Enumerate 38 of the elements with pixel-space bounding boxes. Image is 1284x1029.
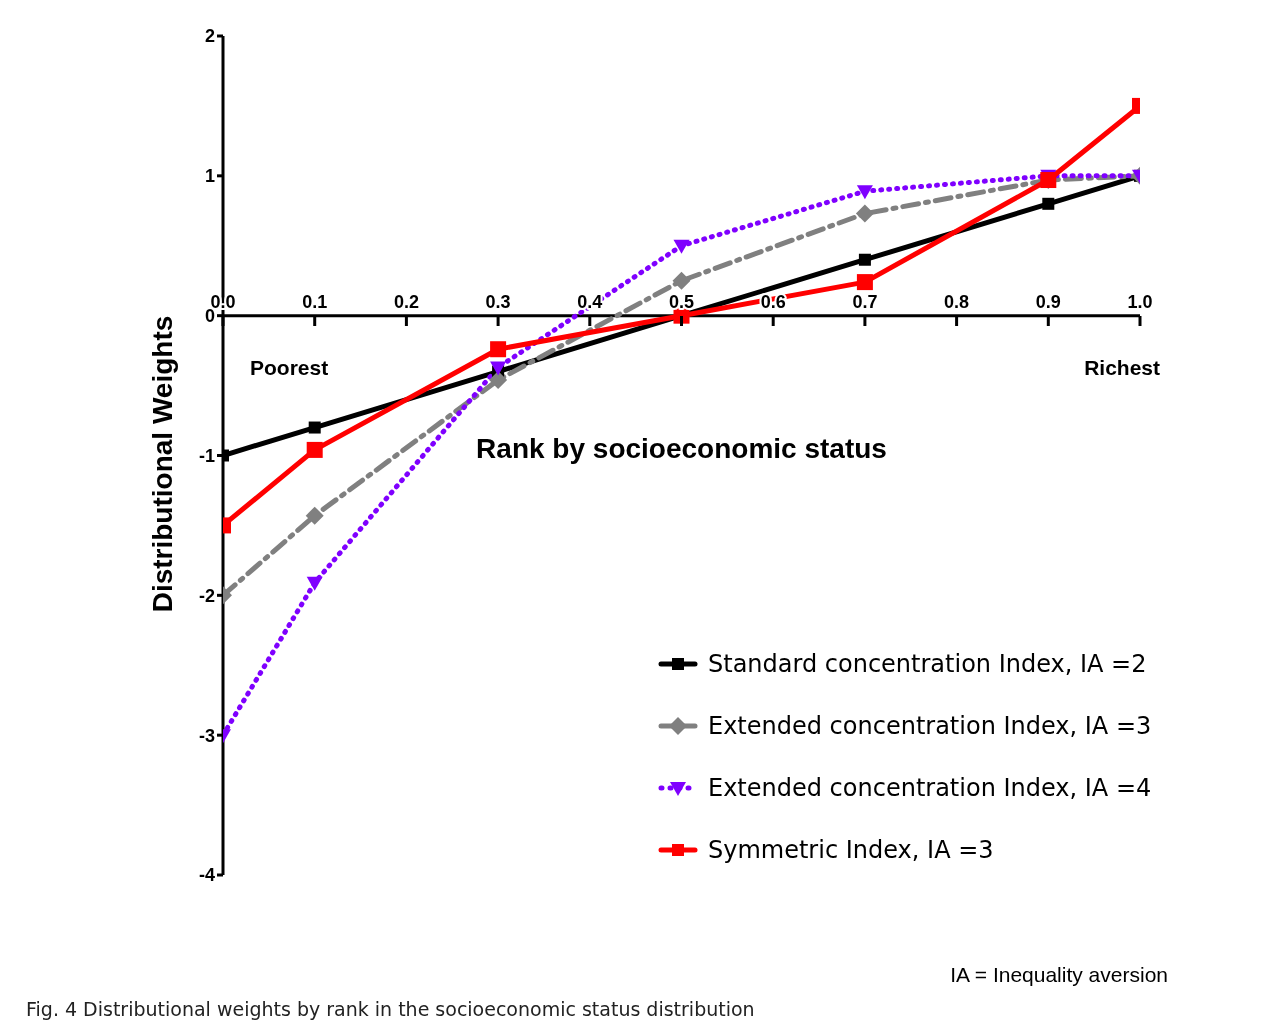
x-axis-title: Rank by socioeconomic status [476, 433, 887, 465]
legend-label: Extended concentration Index, IA =4 [708, 774, 1152, 802]
legend-label: Standard concentration Index, IA =2 [708, 650, 1147, 678]
x-tick-label: 0.2 [393, 292, 419, 312]
point [856, 185, 873, 200]
x-tick-label: 0.9 [1035, 292, 1061, 312]
point [305, 506, 324, 525]
text: IA = Inequality aversion [950, 963, 1168, 987]
annotation: Richest [1084, 355, 1160, 380]
x-tick-label: 1.0 [1127, 292, 1153, 312]
point [673, 239, 690, 254]
point [855, 204, 874, 223]
point [490, 341, 507, 358]
point [856, 274, 873, 291]
legend-label: Symmetric Index, IA =3 [708, 836, 994, 864]
point [490, 361, 507, 376]
point [858, 253, 871, 266]
y-tick-label: 2 [204, 26, 215, 47]
caption: Fig. 4 Distributional weights by rank in the socioeconomic status distribution [26, 998, 755, 1020]
point [306, 576, 323, 591]
x-tick-label: 0.8 [944, 292, 970, 312]
y-axis-title: Distributional Weights [147, 315, 179, 613]
legend-label: Extended concentration Index, IA =3 [708, 712, 1152, 740]
point [489, 370, 508, 389]
point [308, 421, 321, 434]
x-tick-label: 0.1 [302, 292, 328, 312]
y-tick-label: -4 [198, 865, 215, 886]
point [672, 271, 691, 290]
point [306, 441, 323, 458]
x-tick-label: 0.3 [485, 292, 511, 312]
x-tick-label: 0.5 [668, 292, 695, 312]
y-tick-label: -2 [198, 585, 215, 606]
y-tick-label: -3 [198, 725, 215, 746]
y-tick-label: 1 [204, 166, 215, 187]
point [1042, 197, 1055, 210]
y-tick-label: -1 [198, 445, 215, 466]
annotation: Poorest [250, 355, 329, 380]
x-tick-label: 0.7 [852, 292, 878, 312]
